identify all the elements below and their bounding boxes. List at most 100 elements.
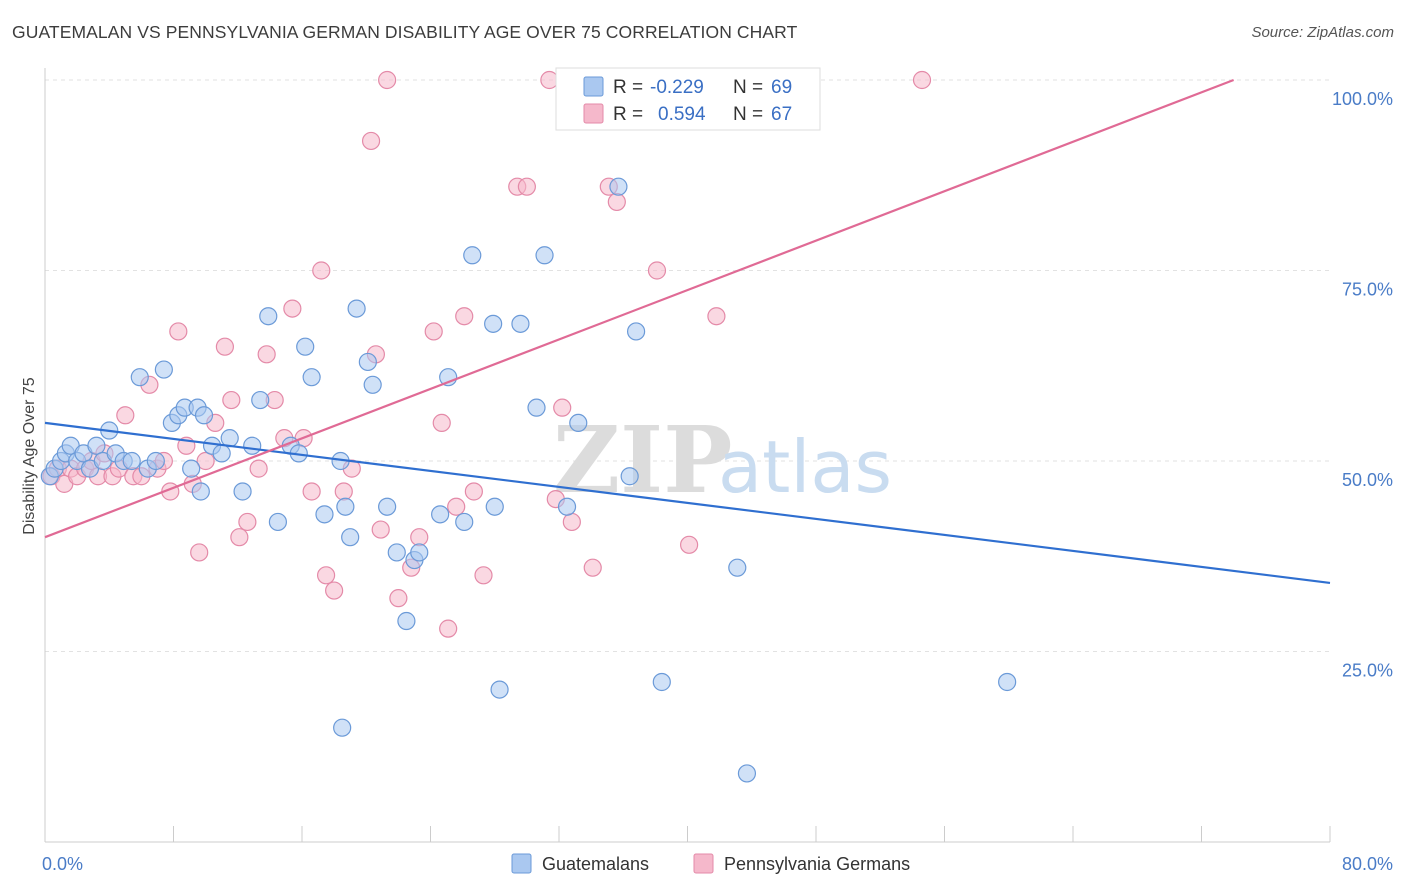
- guatemalans-point: [484, 314, 503, 333]
- guatemalans-point: [146, 451, 165, 471]
- watermark-atlas: atlas: [718, 425, 892, 509]
- pennsylvania-germans-point: [312, 261, 331, 280]
- legend-top: R = -0.229 N = 69 R = 0.594 N = 67: [555, 67, 821, 131]
- guatemalans-point: [296, 337, 315, 356]
- guatemalans-point: [626, 322, 646, 341]
- legend-r-label: R =: [613, 104, 643, 125]
- guatemalans-point: [490, 680, 509, 699]
- legend-n-label: N =: [733, 77, 763, 98]
- guatemalans-point: [182, 459, 201, 478]
- pennsylvania-germans-point: [283, 299, 302, 318]
- guatemalans-point: [455, 512, 474, 532]
- bottom-legend-label-pennsylvania-germans: Pennsylvania Germans: [724, 854, 910, 874]
- y-tick-label: 100.0%: [1332, 89, 1393, 109]
- guatemalans-point: [998, 672, 1017, 692]
- legend-swatch-pennsylvania-germans: [583, 103, 604, 124]
- pennsylvania-germans-point: [707, 307, 726, 326]
- gridlines: [45, 79, 1330, 652]
- x-tick-label: 80.0%: [1342, 854, 1393, 874]
- source-credit: Source: ZipAtlas.com: [1251, 24, 1394, 41]
- pennsylvania-germans-point: [169, 322, 188, 341]
- guatemalans-point: [336, 497, 355, 516]
- pennsylvania-germans-point: [334, 482, 353, 501]
- guatemalans-point: [347, 299, 366, 318]
- guatemalans-point: [609, 177, 628, 196]
- pennsylvania-germans-point: [912, 70, 932, 90]
- guatemalans-point: [431, 505, 450, 524]
- legend-bottom: Guatemalans Pennsylvania Germans: [511, 853, 910, 874]
- y-tick-label: 50.0%: [1342, 470, 1393, 490]
- guatemalans-point: [737, 764, 757, 783]
- tick-labels: 25.0% 50.0% 75.0% 100.0% 0.0% 80.0%: [42, 89, 1393, 874]
- pennsylvania-germans-point: [190, 543, 209, 562]
- guatemalans-point: [363, 375, 382, 394]
- pennsylvania-germans-point: [325, 581, 344, 600]
- guatemalans-point: [569, 413, 588, 432]
- guatemalans-point: [652, 672, 671, 692]
- legend-r-label: R =: [613, 77, 643, 98]
- pennsylvania-germans-point: [316, 566, 336, 585]
- guatemalans-point: [191, 482, 210, 501]
- guatemalans-point: [87, 436, 106, 455]
- guatemalans-point: [397, 611, 416, 631]
- trend-line-guatemalans: [44, 421, 1331, 585]
- pennsylvania-germans-point: [196, 451, 215, 471]
- x-tick-label: 0.0%: [42, 854, 83, 874]
- series-pennsylvania-germans: [42, 70, 932, 638]
- guatemalans-point: [728, 558, 747, 577]
- guatemalans-point: [378, 497, 397, 516]
- guatemalans-point: [212, 444, 231, 463]
- guatemalans-point: [194, 406, 214, 425]
- pennsylvania-germans-point: [410, 528, 429, 547]
- axes: [44, 68, 1331, 843]
- pennsylvania-germans-point: [371, 520, 390, 539]
- bottom-legend-swatch-guatemalans: [511, 853, 532, 874]
- pennsylvania-germans-point: [583, 558, 602, 577]
- legend-n-value: 69: [771, 77, 792, 98]
- pennsylvania-germans-point: [249, 459, 268, 478]
- pennsylvania-germans-point: [562, 512, 581, 532]
- guatemalans-point: [233, 482, 252, 501]
- guatemalans-point: [463, 246, 482, 265]
- chart-title: GUATEMALAN VS PENNSYLVANIA GERMAN DISABI…: [12, 22, 798, 42]
- pennsylvania-germans-point: [432, 413, 451, 432]
- pennsylvania-germans-point: [215, 337, 234, 356]
- guatemalans-point: [122, 451, 141, 471]
- pennsylvania-germans-point: [607, 192, 626, 212]
- guatemalans-point: [387, 543, 406, 562]
- guatemalans-point: [243, 436, 262, 455]
- pennsylvania-germans-point: [257, 345, 276, 364]
- guatemalans-point: [620, 467, 639, 486]
- legend-r-value: -0.229: [650, 77, 704, 98]
- guatemalans-point: [251, 390, 270, 410]
- guatemalans-point: [358, 352, 377, 372]
- bottom-legend-label-guatemalans: Guatemalans: [542, 854, 649, 874]
- legend-n-value: 67: [771, 104, 792, 125]
- guatemalans-point: [557, 497, 577, 516]
- legend-n-label: N =: [733, 104, 763, 125]
- pennsylvania-germans-point: [540, 70, 559, 90]
- guatemalans-point: [485, 497, 504, 516]
- guatemalans-point: [341, 528, 360, 547]
- guatemalans-point: [302, 368, 321, 387]
- pennsylvania-germans-point: [553, 398, 572, 417]
- pennsylvania-germans-point: [389, 589, 408, 608]
- pennsylvania-germans-point: [302, 482, 321, 501]
- y-tick-label: 75.0%: [1342, 280, 1393, 300]
- bottom-legend-swatch-pennsylvania-germans: [693, 853, 714, 874]
- guatemalans-point: [333, 718, 352, 737]
- guatemalans-point: [268, 512, 288, 532]
- pennsylvania-germans-point: [222, 390, 241, 410]
- pennsylvania-germans-point: [378, 70, 397, 90]
- pennsylvania-germans-point: [361, 131, 381, 151]
- trend-line-pennsylvania-germans: [44, 78, 1235, 539]
- pennsylvania-germans-point: [517, 177, 536, 196]
- pennsylvania-germans-point: [680, 535, 699, 554]
- y-tick-label: 25.0%: [1342, 661, 1393, 681]
- pennsylvania-germans-point: [647, 261, 667, 280]
- guatemalans-point: [535, 246, 554, 265]
- pennsylvania-germans-point: [424, 322, 443, 341]
- pennsylvania-germans-point: [464, 482, 483, 501]
- pennsylvania-germans-point: [230, 528, 249, 547]
